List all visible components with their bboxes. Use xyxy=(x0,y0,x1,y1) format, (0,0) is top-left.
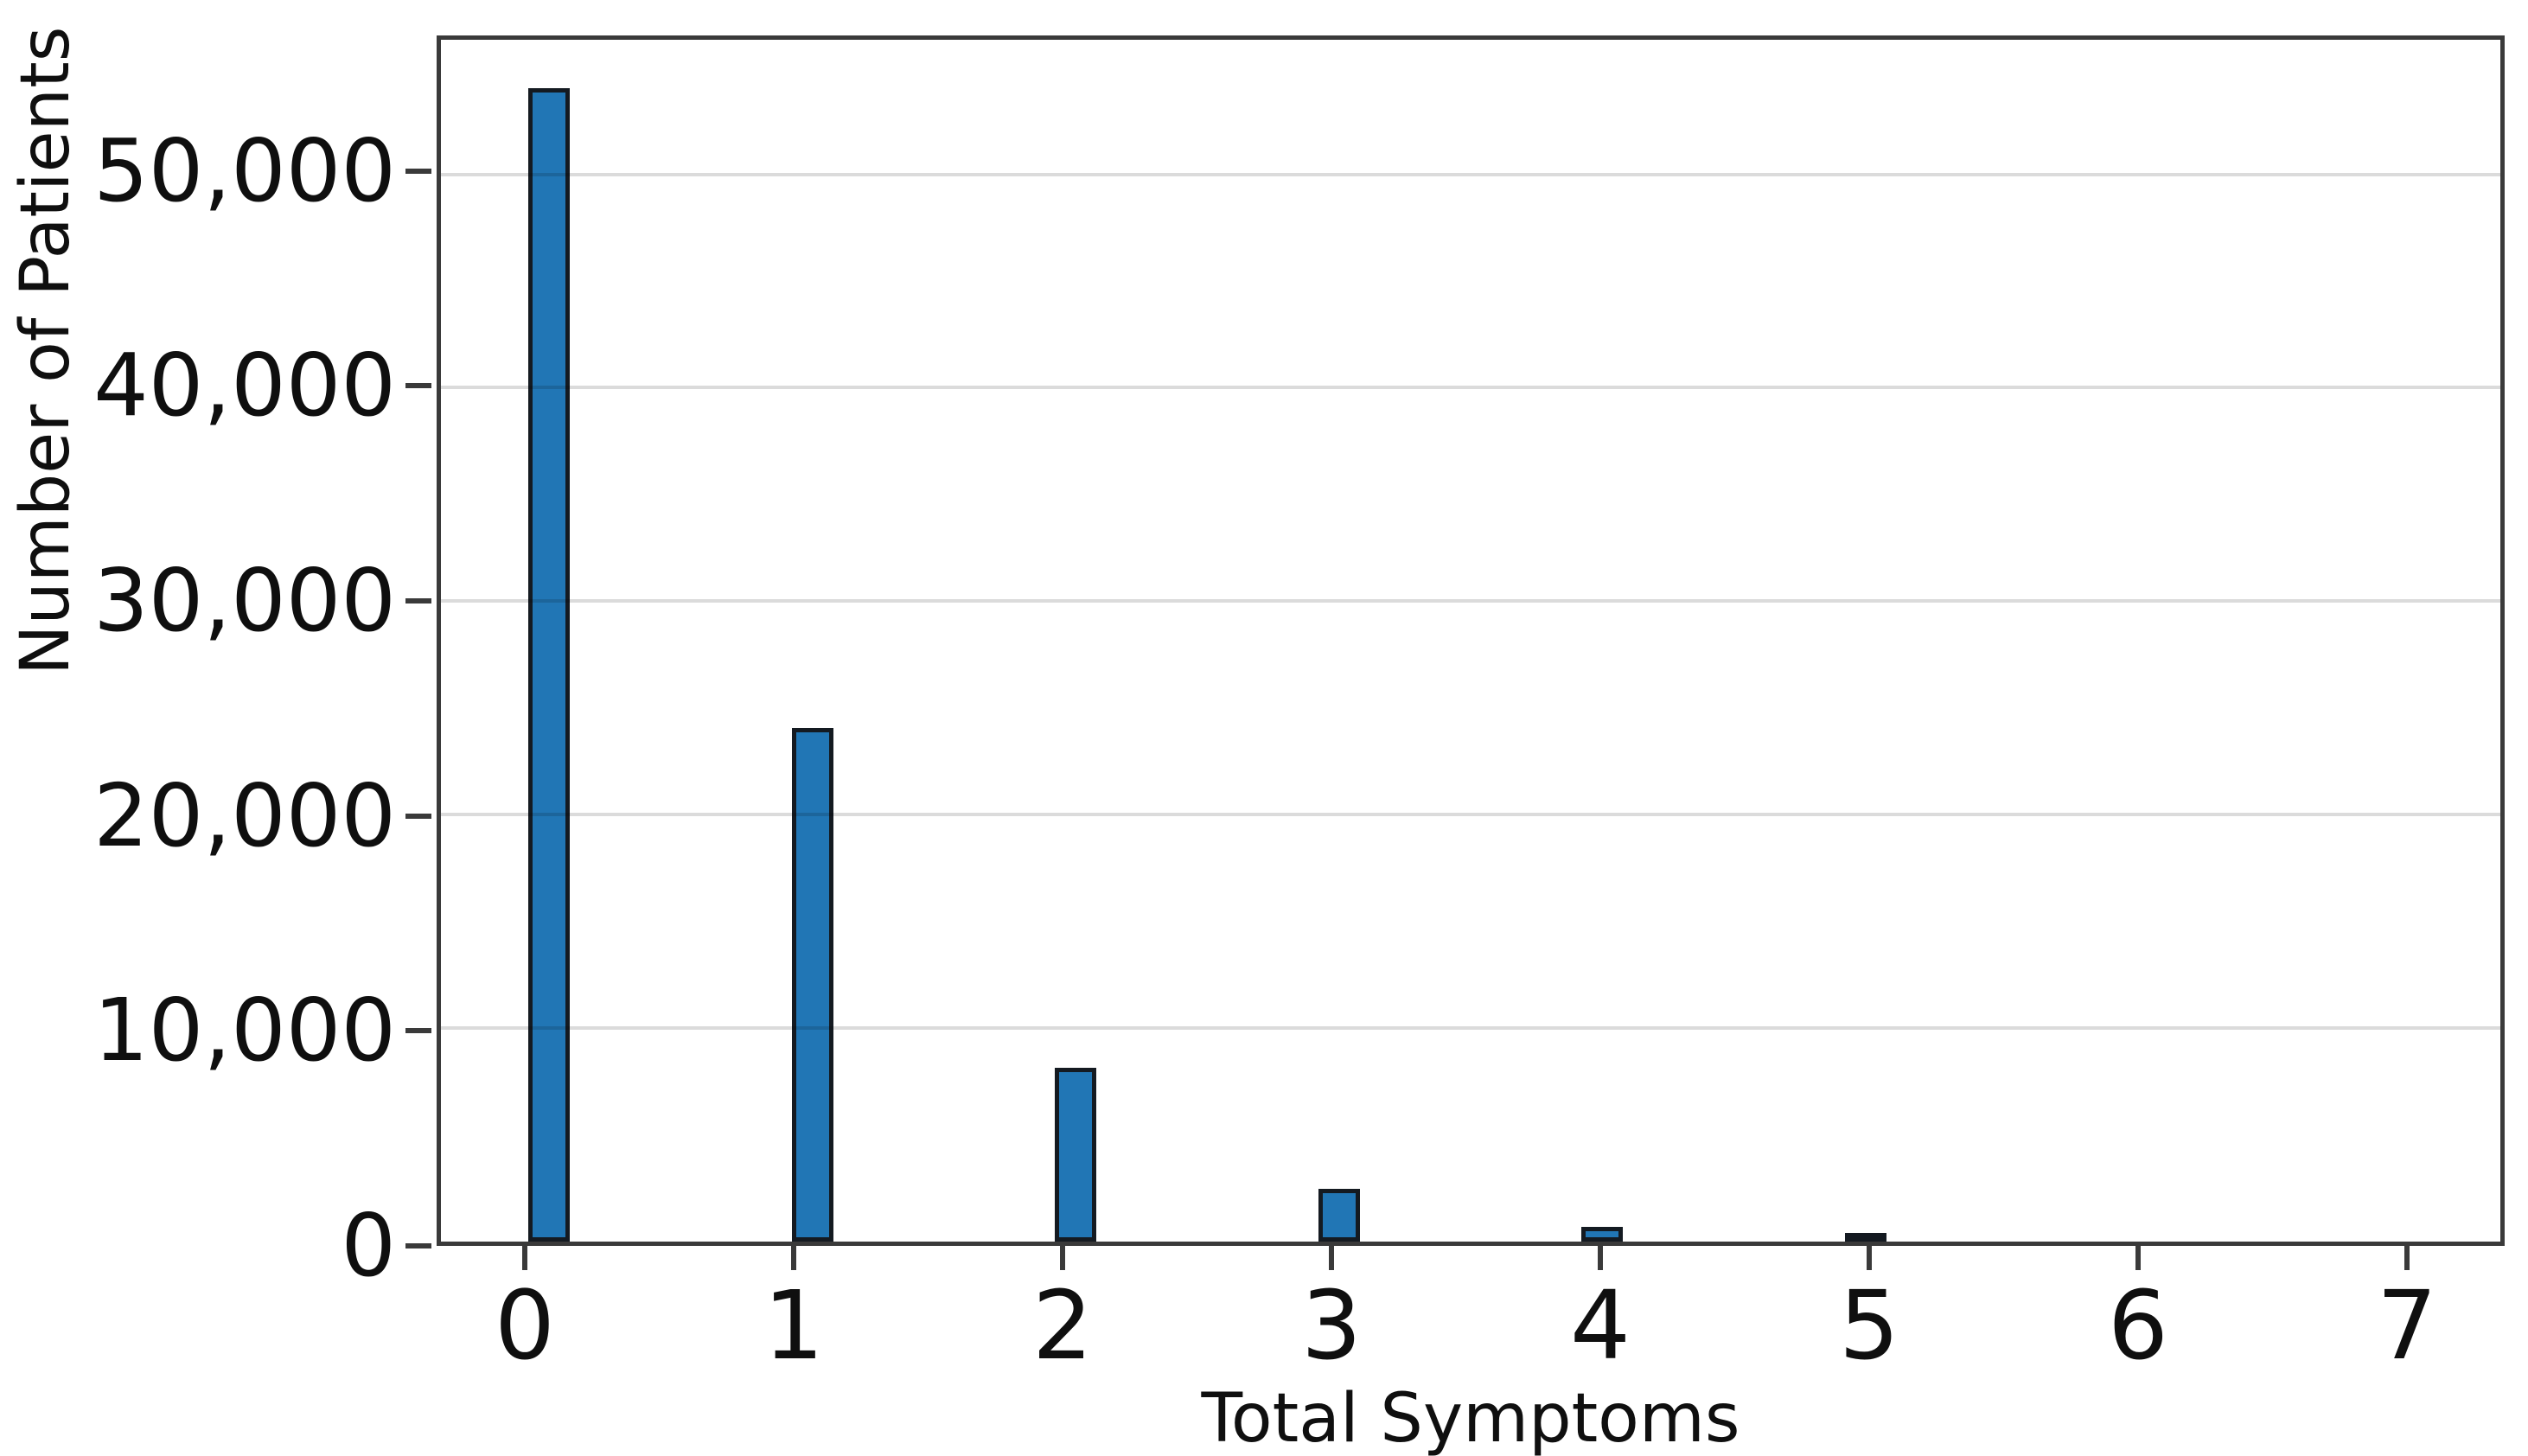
x-tick-mark-1 xyxy=(791,1246,796,1270)
bar-x1 xyxy=(791,727,833,1242)
x-tick-label-2: 2 xyxy=(1032,1270,1093,1381)
y-tick-mark-10000 xyxy=(405,1028,431,1034)
bar-x2 xyxy=(1055,1067,1097,1242)
x-tick-mark-6 xyxy=(2135,1246,2141,1270)
x-tick-label-5: 5 xyxy=(1839,1270,1899,1381)
x-tick-mark-2 xyxy=(1060,1246,1065,1270)
bar-x4 xyxy=(1581,1226,1624,1242)
plot-area xyxy=(437,35,2505,1246)
gridline-30000 xyxy=(441,599,2500,603)
x-tick-label-1: 1 xyxy=(763,1270,824,1381)
x-axis-title: Total Symptoms xyxy=(1201,1380,1740,1456)
x-tick-label-7: 7 xyxy=(2377,1270,2437,1381)
gridline-20000 xyxy=(441,813,2500,817)
y-tick-mark-40000 xyxy=(405,383,431,389)
gridline-40000 xyxy=(441,386,2500,390)
x-tick-mark-7 xyxy=(2404,1246,2410,1270)
y-tick-label-0: 0 xyxy=(341,1195,396,1296)
x-tick-label-3: 3 xyxy=(1301,1270,1362,1381)
x-tick-label-0: 0 xyxy=(495,1270,555,1381)
x-tick-mark-4 xyxy=(1598,1246,1603,1270)
y-tick-label-40000: 40,000 xyxy=(93,335,396,437)
x-tick-label-4: 4 xyxy=(1570,1270,1631,1381)
gridline-10000 xyxy=(441,1026,2500,1031)
y-tick-label-50000: 50,000 xyxy=(93,119,396,221)
x-tick-label-6: 6 xyxy=(2108,1270,2168,1381)
y-tick-mark-0 xyxy=(405,1243,431,1248)
x-tick-mark-3 xyxy=(1329,1246,1334,1270)
bar-x3 xyxy=(1318,1189,1360,1242)
y-tick-mark-50000 xyxy=(405,168,431,174)
y-tick-label-10000: 10,000 xyxy=(93,980,396,1082)
gridline-50000 xyxy=(441,172,2500,176)
y-tick-mark-30000 xyxy=(405,597,431,603)
x-tick-mark-5 xyxy=(1867,1246,1872,1270)
bar-x5 xyxy=(1844,1233,1886,1242)
bar-x0 xyxy=(528,87,570,1242)
x-tick-mark-0 xyxy=(522,1246,527,1270)
y-tick-label-20000: 20,000 xyxy=(93,764,396,866)
y-tick-mark-20000 xyxy=(405,813,431,819)
y-tick-label-30000: 30,000 xyxy=(93,549,396,651)
